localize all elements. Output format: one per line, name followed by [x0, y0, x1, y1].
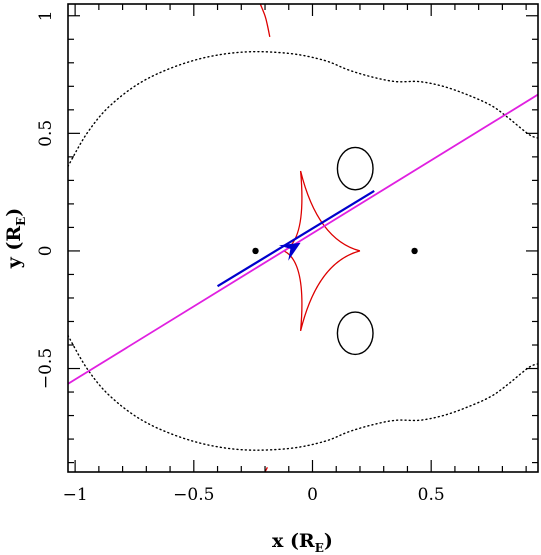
critical-loop-2: [336, 311, 374, 356]
lens-1: [252, 247, 259, 255]
central-caustic: [282, 170, 361, 332]
x-axis-title: x (RE): [272, 530, 333, 555]
critical-curve-lower: [68, 334, 538, 451]
critical-loop-1: [336, 146, 374, 191]
x-tick-label: 0.5: [418, 485, 445, 505]
x-tick-label: −0.5: [173, 485, 214, 505]
axis-ticks: −1 −0.5 0 0.5 −0.5 0 0.5 1: [36, 4, 538, 505]
y-tick-label: −0.5: [36, 348, 56, 389]
x-tick-label: −1: [63, 485, 88, 505]
source-trajectory-line: [68, 93, 538, 385]
planetary-caustic-1: [259, 4, 271, 38]
y-axis-title: y (RE): [3, 208, 28, 270]
x-tick-label: 0: [307, 485, 318, 505]
plot-frame: [67, 3, 539, 473]
svg-text:x (RE): x (RE): [272, 530, 333, 555]
direction-arrow: [278, 242, 301, 261]
svg-text:y (RE): y (RE): [3, 208, 28, 270]
y-tick-label: 0.5: [36, 120, 56, 147]
plot-area: [68, 4, 538, 472]
y-tick-label: 0: [36, 245, 56, 256]
source-track: [216, 190, 375, 288]
lens-2: [411, 247, 418, 255]
critical-curve-upper: [68, 50, 538, 167]
y-tick-label: 1: [36, 10, 56, 21]
